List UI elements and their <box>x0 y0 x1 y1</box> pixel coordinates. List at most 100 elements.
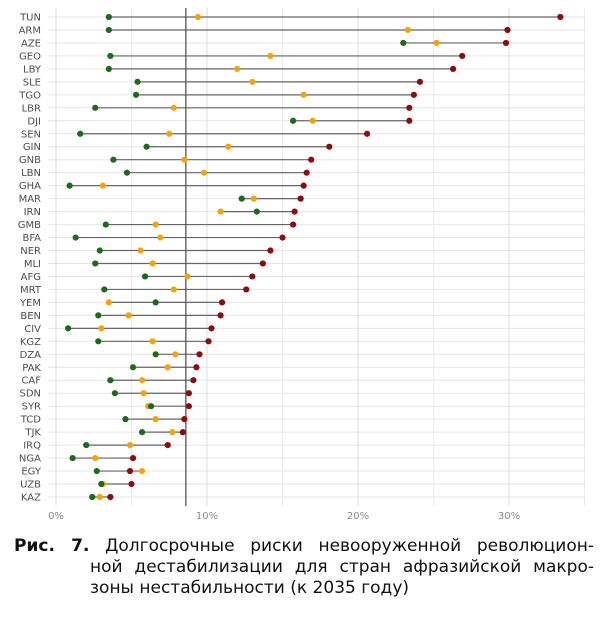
point-low-egy <box>93 467 100 475</box>
point-low-arm <box>105 26 112 34</box>
point-mid-gmb <box>152 221 159 228</box>
point-high-mar <box>297 195 304 202</box>
y-tick-label-aze: AZE <box>21 38 41 49</box>
point-high-sdn <box>185 390 192 397</box>
point-high-lbn <box>303 169 310 176</box>
point-low-gha <box>66 182 73 189</box>
point-high-tun <box>557 13 564 21</box>
caption-line-2: ной дестабилизации для стран афразийской… <box>90 557 594 577</box>
y-tick-label-pak: PAK <box>22 363 41 374</box>
point-high-bfa <box>279 234 286 241</box>
point-mid-irq <box>126 442 134 449</box>
point-low-tgo <box>132 91 140 98</box>
point-low-lbn <box>123 169 131 176</box>
point-high-sle <box>416 78 424 85</box>
point-high-irn <box>291 208 298 215</box>
point-high-kgz <box>205 338 212 345</box>
data-points <box>64 13 564 501</box>
point-low-bfa <box>72 234 79 241</box>
point-high-lby <box>450 65 457 72</box>
point-mid-gnb <box>181 156 188 163</box>
y-tick-label-gha: GHA <box>19 181 41 192</box>
point-mid-sle <box>249 78 256 85</box>
y-tick-label-kaz: KAZ <box>21 493 41 504</box>
point-low-sdn <box>111 390 118 397</box>
y-tick-label-lby: LBY <box>23 64 42 75</box>
y-tick-label-lbr: LBR <box>22 103 41 114</box>
caption-line-3: зоны нестабильности (к 2035 году) <box>90 578 410 598</box>
point-mid-ben <box>125 312 132 319</box>
point-low-caf <box>107 377 114 384</box>
y-tick-label-geo: GEO <box>19 51 41 62</box>
point-mid-mrt <box>170 286 177 293</box>
y-tick-label-mrt: MRT <box>20 285 42 296</box>
point-mid-yem <box>105 299 112 306</box>
point-high-tjk <box>179 429 186 436</box>
y-tick-label-lbn: LBN <box>21 168 41 179</box>
point-mid-dji <box>309 117 316 124</box>
y-tick-label-gnb: GNB <box>19 155 41 166</box>
point-mid-kaz <box>96 493 103 501</box>
x-tick-label-30: 30% <box>498 511 520 522</box>
point-mid-egy <box>138 467 146 475</box>
x-tick-label-20: 20% <box>347 511 369 522</box>
point-low-nga <box>69 454 76 462</box>
point-high-yem <box>219 299 226 306</box>
point-mid-nga <box>92 454 99 462</box>
y-tick-label-yem: YEM <box>19 298 41 309</box>
point-mid-bfa <box>157 234 164 241</box>
point-high-egy <box>126 467 134 475</box>
point-low-geo <box>107 52 114 60</box>
y-tick-label-irn: IRN <box>24 207 41 218</box>
point-high-tgo <box>410 91 417 98</box>
y-tick-label-nga: NGA <box>19 454 41 465</box>
y-tick-label-gin: GIN <box>23 142 41 153</box>
gridlines <box>48 8 586 506</box>
point-mid-lby <box>234 65 241 72</box>
point-low-lbr <box>92 104 99 111</box>
point-mid-arm <box>404 26 411 34</box>
point-high-geo <box>459 52 466 60</box>
x-tick-label-10: 10% <box>196 511 218 522</box>
point-mid-afg <box>184 273 191 280</box>
point-high-ner <box>267 247 274 254</box>
figure-caption: Рис. 7. Долгосрочные риски невооруженной… <box>14 536 594 599</box>
point-high-gha <box>300 182 307 189</box>
x-tick-label-0: 0% <box>48 511 64 522</box>
y-tick-label-dji: DJI <box>27 116 41 127</box>
point-mid-pak <box>164 364 171 371</box>
y-tick-label-mar: MAR <box>19 194 41 205</box>
point-high-uzb <box>128 480 135 488</box>
point-mid-kgz <box>149 338 156 345</box>
y-tick-label-sen: SEN <box>21 129 41 140</box>
point-low-syr <box>148 403 155 410</box>
point-mid-gha <box>99 182 106 189</box>
point-low-tcd <box>122 416 129 423</box>
point-low-civ <box>64 325 72 332</box>
point-high-gmb <box>289 221 297 228</box>
caption-label: Рис. 7. <box>14 536 90 556</box>
point-high-gnb <box>308 156 315 163</box>
point-high-dji <box>406 117 413 124</box>
caption-line-1: Рис. 7. Долгосрочные риски невооруженной… <box>14 536 594 557</box>
point-high-tcd <box>181 416 188 423</box>
point-high-civ <box>208 325 215 332</box>
point-high-lbr <box>406 104 413 111</box>
y-tick-label-sdn: SDN <box>19 389 41 400</box>
point-low-irn <box>253 208 260 215</box>
y-tick-label-syr: SYR <box>22 402 41 413</box>
point-mid-gin <box>225 143 232 150</box>
point-mid-sdn <box>140 390 147 397</box>
x-tick-labels: 0% 10% 20% 30% <box>48 511 520 522</box>
point-low-ner <box>96 247 103 254</box>
point-mid-sen <box>166 130 173 137</box>
y-tick-label-arm: ARM <box>19 25 41 36</box>
point-low-lby <box>105 65 112 72</box>
point-high-ben <box>217 312 224 319</box>
point-low-gin <box>143 143 150 150</box>
point-mid-mli <box>149 260 156 267</box>
point-high-syr <box>185 403 192 410</box>
point-mid-mar <box>250 195 257 202</box>
point-high-dza <box>196 351 203 358</box>
